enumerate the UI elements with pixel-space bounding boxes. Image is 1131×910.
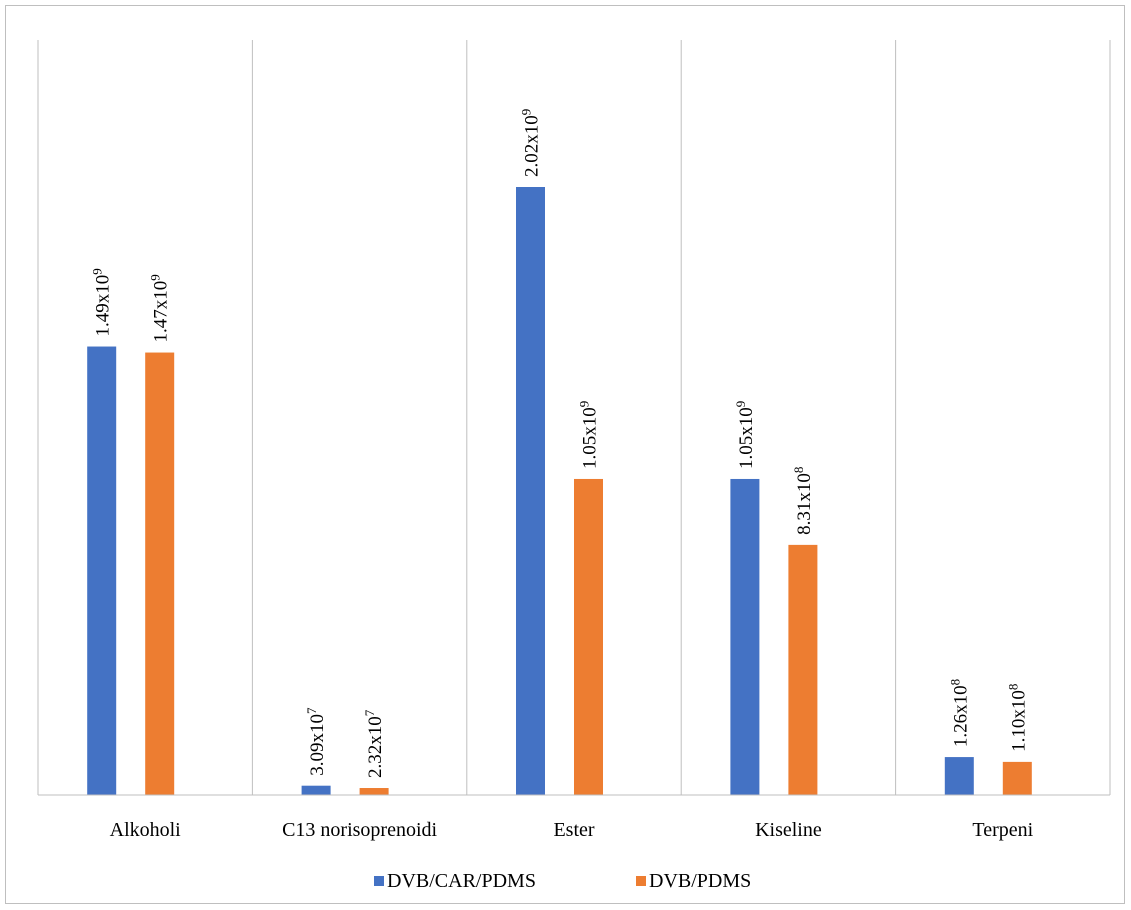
category-label: Ester bbox=[553, 819, 594, 841]
data-label: 2.32x107 bbox=[362, 709, 386, 778]
bar bbox=[145, 352, 175, 795]
data-label-mantissa: 8.31x10 bbox=[794, 473, 815, 535]
data-label-exponent: 9 bbox=[90, 268, 105, 275]
data-label: 1.05x109 bbox=[733, 401, 757, 469]
data-label: 1.26x108 bbox=[947, 679, 971, 747]
data-label-exponent: 9 bbox=[577, 401, 592, 408]
category-label: Kiseline bbox=[755, 819, 822, 841]
bar bbox=[87, 346, 117, 795]
bar bbox=[730, 478, 760, 795]
data-label: 1.05x109 bbox=[577, 401, 601, 469]
legend-label: DVB/CAR/PDMS bbox=[387, 870, 536, 892]
data-label-mantissa: 2.32x10 bbox=[365, 716, 386, 778]
data-label-exponent: 7 bbox=[362, 709, 377, 716]
data-label-exponent: 8 bbox=[947, 679, 962, 686]
data-label-mantissa: 1.26x10 bbox=[950, 685, 971, 747]
legend: DVB/CAR/PDMS DVB/PDMS bbox=[374, 870, 751, 892]
data-label-exponent: 8 bbox=[791, 467, 806, 474]
bars bbox=[87, 187, 1032, 795]
bar bbox=[944, 757, 974, 795]
category-label: Alkoholi bbox=[110, 819, 182, 841]
data-label-mantissa: 1.05x10 bbox=[580, 407, 601, 469]
data-label-mantissa: 1.05x10 bbox=[736, 407, 757, 469]
data-label: 1.10x108 bbox=[1005, 684, 1029, 752]
data-label-exponent: 7 bbox=[304, 707, 319, 714]
legend-swatch bbox=[374, 876, 384, 886]
data-label-mantissa: 1.47x10 bbox=[151, 281, 172, 343]
bar bbox=[516, 187, 545, 795]
data-label: 8.31x108 bbox=[791, 467, 815, 535]
data-label: 2.02x109 bbox=[519, 109, 543, 177]
bar bbox=[359, 788, 389, 795]
data-label: 1.47x109 bbox=[148, 274, 172, 342]
data-label-exponent: 9 bbox=[733, 401, 748, 408]
legend-item: DVB/CAR/PDMS bbox=[374, 870, 536, 892]
category-separators bbox=[37, 40, 1111, 795]
data-label-mantissa: 1.10x10 bbox=[1008, 690, 1029, 752]
bar bbox=[574, 478, 603, 795]
bar bbox=[1002, 761, 1032, 795]
legend-label: DVB/PDMS bbox=[649, 870, 751, 892]
data-labels: 1.49x1093.09x1072.02x1091.05x1091.26x108… bbox=[90, 109, 1030, 778]
category-labels: Alkoholi C13 norisoprenoidi Ester Kiseline T… bbox=[110, 819, 1034, 841]
legend-item: DVB/PDMS bbox=[636, 870, 751, 892]
bar bbox=[301, 785, 331, 795]
bar bbox=[788, 544, 818, 795]
data-label-mantissa: 2.02x10 bbox=[522, 115, 543, 177]
data-label: 1.49x109 bbox=[90, 268, 114, 336]
category-label: Terpeni bbox=[972, 819, 1033, 841]
data-label-mantissa: 3.09x10 bbox=[307, 714, 328, 776]
data-label-mantissa: 1.49x10 bbox=[93, 275, 114, 337]
legend-swatch bbox=[636, 876, 646, 886]
data-label-exponent: 9 bbox=[148, 274, 163, 281]
category-label: C13 norisoprenoidi bbox=[282, 819, 437, 841]
data-label: 3.09x107 bbox=[304, 707, 328, 776]
data-label-exponent: 8 bbox=[1005, 684, 1020, 691]
chart-frame bbox=[5, 5, 1125, 904]
data-label-exponent: 9 bbox=[519, 109, 534, 116]
